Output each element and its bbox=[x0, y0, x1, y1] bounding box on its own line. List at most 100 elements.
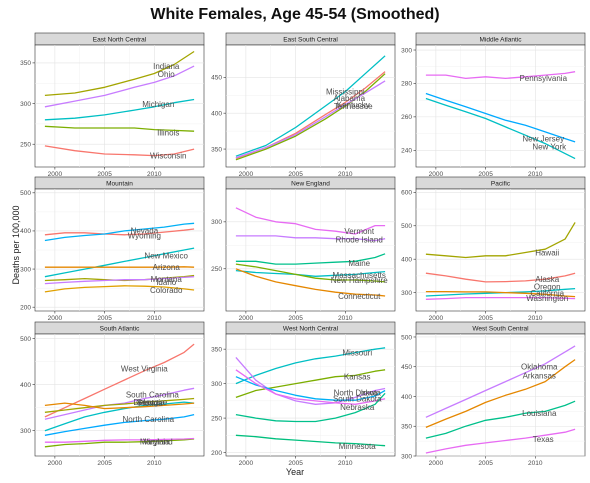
chart-title: White Females, Age 45-54 (Smoothed) bbox=[150, 6, 440, 23]
x-tick-label: 2000 bbox=[48, 315, 63, 322]
panel-mountain: Mountain 2000 2005 2010 200 300 400 500 NevadaWy… bbox=[20, 176, 205, 322]
series-line-north-dakota bbox=[235, 356, 386, 405]
series-line-south-carolina bbox=[44, 387, 195, 420]
y-tick-label: 280 bbox=[401, 81, 412, 88]
series-line-minnesota bbox=[235, 434, 386, 447]
y-tick-label: 400 bbox=[401, 256, 412, 263]
series-line-new-york bbox=[425, 97, 576, 160]
series-label-arizona: Arizona bbox=[153, 263, 181, 272]
y-tick-label: 500 bbox=[401, 223, 412, 230]
series-line-delaware bbox=[44, 401, 195, 432]
series-label-north-dakota: North Dakota bbox=[334, 388, 382, 397]
y-tick-label: 250 bbox=[211, 266, 222, 273]
series-line-wyoming bbox=[44, 222, 195, 242]
panel-background bbox=[34, 44, 205, 168]
panel-west-south-central: West South Central 2000 2005 2010 300 350 400 4… bbox=[401, 321, 586, 467]
y-tick-label: 300 bbox=[401, 47, 412, 54]
x-tick-label: 2000 bbox=[429, 315, 444, 322]
series-label-delaware: Delaware bbox=[133, 398, 167, 407]
series-label-tennessee: Tennessee bbox=[334, 102, 373, 111]
series-label-north-carolina: North Carolina bbox=[123, 415, 175, 424]
y-tick-label: 400 bbox=[20, 382, 31, 389]
series-line-idaho bbox=[44, 276, 195, 285]
x-tick-label: 2000 bbox=[239, 315, 254, 322]
y-tick-label: 450 bbox=[401, 364, 412, 371]
x-tick-label: 2005 bbox=[478, 460, 493, 467]
series-label-california: California bbox=[530, 289, 564, 298]
x-tick-label: 2000 bbox=[48, 171, 63, 178]
y-tick-label: 250 bbox=[20, 142, 31, 149]
y-tick-label: 240 bbox=[401, 148, 412, 155]
panel-west-north-central: West North Central 2000 2005 2010 200 250 300 3… bbox=[211, 321, 396, 467]
series-label-new-hampshire: New Hampshire bbox=[331, 276, 388, 285]
series-line-north-carolina bbox=[44, 413, 195, 436]
y-tick-label: 250 bbox=[211, 415, 222, 422]
y-tick-label: 400 bbox=[401, 394, 412, 401]
x-tick-label: 2010 bbox=[528, 315, 543, 322]
series-line-michigan bbox=[44, 98, 195, 121]
series-line-connecticut bbox=[235, 268, 386, 297]
x-tick-label: 2010 bbox=[338, 460, 353, 467]
series-label-maine: Maine bbox=[348, 259, 370, 268]
series-line-tennessee bbox=[235, 80, 386, 159]
series-line-texas bbox=[425, 428, 576, 454]
series-label-wisconsin: Wisconsin bbox=[150, 151, 186, 160]
series-label-texas: Texas bbox=[533, 435, 554, 444]
y-tick-label: 500 bbox=[401, 334, 412, 341]
series-label-iowa: Iowa bbox=[361, 388, 378, 397]
series-line-ohio bbox=[44, 65, 195, 108]
y-tick-label: 350 bbox=[401, 424, 412, 431]
y-tick-label: 500 bbox=[20, 190, 31, 197]
panel-title: South Atlantic bbox=[100, 326, 140, 333]
series-label-maryland: Maryland bbox=[140, 438, 173, 447]
series-label-montana: Montana bbox=[151, 275, 183, 284]
series-line-arkansas bbox=[425, 359, 576, 428]
y-tick-label: 260 bbox=[401, 114, 412, 121]
series-label-alabama: Alabama bbox=[333, 94, 365, 103]
series-line-massachusetts bbox=[235, 269, 386, 277]
x-tick-label: 2005 bbox=[97, 171, 112, 178]
x-tick-label: 2005 bbox=[97, 460, 112, 467]
y-tick-label: 200 bbox=[20, 304, 31, 311]
panel-title: Mountain bbox=[106, 181, 133, 188]
y-tick-label: 350 bbox=[20, 60, 31, 67]
x-tick-label: 2005 bbox=[478, 171, 493, 178]
panel-background bbox=[225, 333, 396, 457]
series-label-new-mexico: New Mexico bbox=[144, 252, 188, 261]
y-tick-label: 350 bbox=[211, 146, 222, 153]
x-tick-label: 2005 bbox=[97, 315, 112, 322]
panel-middle-atlantic: Middle Atlantic 2000 2005 2010 240 260 280 300 P… bbox=[401, 32, 586, 178]
panel-title: Middle Atlantic bbox=[480, 37, 523, 44]
series-line-virginia bbox=[44, 438, 195, 448]
series-label-minnesota: Minnesota bbox=[339, 442, 376, 451]
series-label-georgia: Georgia bbox=[136, 398, 165, 407]
series-label-pennsylvania: Pennsylvania bbox=[519, 74, 567, 83]
x-tick-label: 2010 bbox=[528, 171, 543, 178]
y-tick-label: 600 bbox=[401, 190, 412, 197]
series-label-missouri: Missouri bbox=[342, 348, 372, 357]
y-tick-label: 500 bbox=[20, 336, 31, 343]
panel-background bbox=[225, 44, 396, 168]
series-line-wisconsin bbox=[44, 145, 195, 157]
panel-east-north-central: East North Central 2000 2005 2010 250 300 350 I… bbox=[20, 32, 205, 178]
panel-background bbox=[415, 333, 586, 457]
series-line-colorado bbox=[44, 285, 195, 293]
series-label-mississippi: Mississippi bbox=[326, 87, 365, 96]
series-label-vermont: Vermont bbox=[344, 227, 375, 236]
panel-east-south-central: East South Central 2000 2005 2010 350 400 450 M… bbox=[211, 32, 396, 178]
series-label-south-dakota: South Dakota bbox=[333, 395, 382, 404]
series-line-new-mexico bbox=[44, 247, 195, 278]
y-tick-label: 300 bbox=[20, 101, 31, 108]
x-tick-label: 2005 bbox=[478, 315, 493, 322]
x-tick-label: 2010 bbox=[338, 171, 353, 178]
series-label-florida: Florida bbox=[138, 399, 163, 408]
series-line-mississippi bbox=[235, 55, 386, 157]
panel-title: New England bbox=[291, 181, 330, 188]
panel-new-england: New England 2000 2005 2010 250 300 VermontRhod… bbox=[211, 176, 396, 322]
series-label-wyoming: Wyoming bbox=[128, 232, 161, 241]
panel-title: East North Central bbox=[93, 37, 147, 44]
panel-title: East South Central bbox=[283, 37, 338, 44]
series-line-nevada bbox=[44, 228, 195, 236]
